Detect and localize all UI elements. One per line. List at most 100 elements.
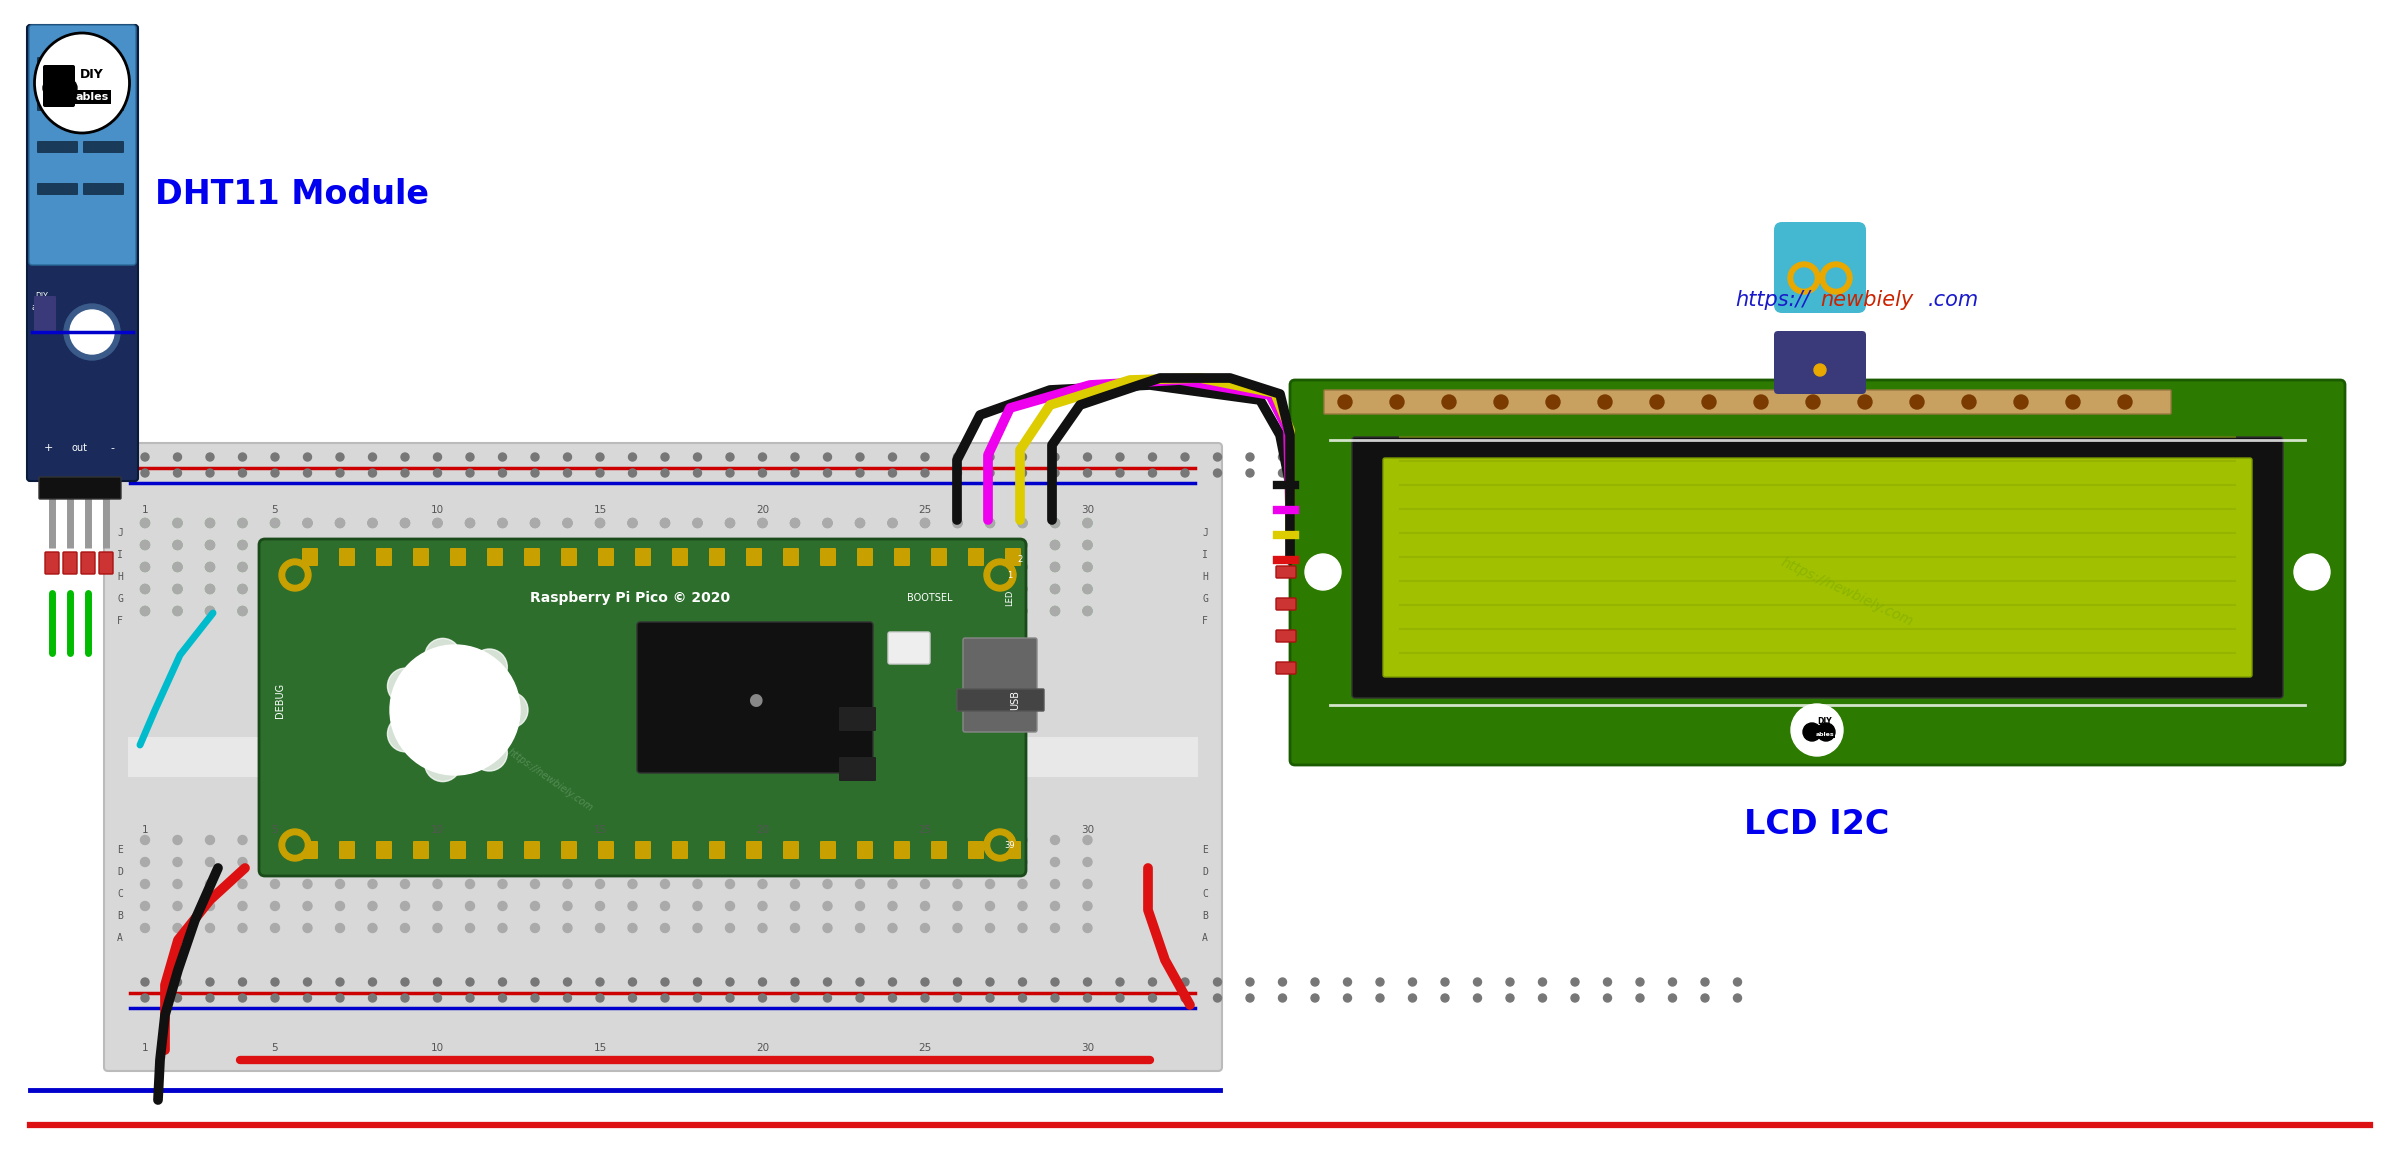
Circle shape [628, 584, 638, 593]
Circle shape [661, 562, 669, 572]
Circle shape [270, 540, 279, 550]
FancyBboxPatch shape [838, 757, 876, 781]
Circle shape [205, 606, 215, 615]
Circle shape [888, 606, 898, 615]
Text: 15: 15 [592, 505, 607, 515]
Text: DIY: DIY [81, 69, 103, 82]
FancyBboxPatch shape [84, 99, 124, 112]
Circle shape [790, 519, 800, 528]
Text: G: G [1201, 595, 1208, 604]
Circle shape [1051, 836, 1060, 844]
Circle shape [1051, 606, 1060, 615]
Circle shape [205, 519, 215, 528]
Circle shape [1789, 262, 1820, 294]
FancyBboxPatch shape [339, 549, 356, 566]
Circle shape [628, 453, 638, 461]
Circle shape [466, 519, 475, 528]
Circle shape [888, 453, 896, 461]
Circle shape [401, 606, 408, 615]
Circle shape [628, 584, 638, 593]
Circle shape [855, 606, 864, 615]
Circle shape [387, 668, 423, 704]
Text: 1: 1 [141, 1043, 148, 1053]
Circle shape [726, 902, 736, 911]
Circle shape [1247, 453, 1254, 461]
Circle shape [564, 606, 573, 615]
FancyBboxPatch shape [857, 841, 874, 859]
Circle shape [693, 519, 702, 528]
Circle shape [1084, 880, 1091, 889]
Circle shape [334, 584, 344, 593]
FancyBboxPatch shape [62, 552, 76, 574]
Circle shape [141, 584, 150, 593]
Circle shape [1473, 978, 1481, 986]
Circle shape [270, 994, 279, 1002]
Circle shape [1538, 453, 1547, 461]
Circle shape [1115, 453, 1125, 461]
Circle shape [986, 584, 993, 593]
Circle shape [661, 902, 669, 911]
Circle shape [986, 469, 993, 477]
Text: D: D [1201, 867, 1208, 877]
Circle shape [790, 562, 800, 572]
Circle shape [1538, 978, 1547, 986]
Text: 2: 2 [1017, 555, 1022, 565]
Circle shape [141, 606, 150, 615]
Circle shape [1571, 453, 1578, 461]
Circle shape [888, 540, 898, 550]
Circle shape [530, 584, 540, 593]
Circle shape [401, 836, 408, 844]
Circle shape [141, 540, 150, 550]
Circle shape [334, 562, 344, 572]
Circle shape [595, 606, 604, 615]
Circle shape [1084, 519, 1091, 528]
Circle shape [855, 858, 864, 866]
Circle shape [205, 836, 215, 844]
Circle shape [401, 584, 408, 593]
Circle shape [628, 858, 638, 866]
Circle shape [790, 606, 800, 615]
FancyBboxPatch shape [36, 141, 79, 153]
Circle shape [1278, 994, 1287, 1002]
Circle shape [368, 540, 377, 550]
Circle shape [420, 674, 442, 696]
Circle shape [693, 562, 702, 572]
Circle shape [824, 606, 831, 615]
Circle shape [888, 858, 898, 866]
Circle shape [499, 994, 506, 1002]
Circle shape [986, 453, 993, 461]
Text: H: H [117, 572, 122, 582]
Circle shape [1017, 562, 1027, 572]
Circle shape [2066, 394, 2080, 409]
Circle shape [757, 584, 767, 593]
Text: 5: 5 [272, 825, 279, 835]
Circle shape [1084, 562, 1091, 572]
Circle shape [401, 540, 408, 550]
Circle shape [919, 902, 929, 911]
Circle shape [1084, 562, 1091, 572]
Circle shape [1149, 978, 1156, 986]
Circle shape [1051, 562, 1060, 572]
Text: 1: 1 [1008, 570, 1013, 580]
FancyBboxPatch shape [523, 841, 540, 859]
Circle shape [432, 584, 442, 593]
Circle shape [790, 519, 800, 528]
Circle shape [564, 562, 573, 572]
Circle shape [1051, 519, 1060, 528]
Circle shape [205, 519, 215, 528]
Circle shape [628, 519, 638, 528]
Circle shape [444, 664, 466, 687]
FancyBboxPatch shape [449, 841, 466, 859]
Circle shape [239, 562, 246, 572]
Circle shape [693, 584, 702, 593]
Circle shape [888, 836, 898, 844]
FancyBboxPatch shape [98, 552, 112, 574]
Circle shape [693, 994, 702, 1002]
Circle shape [919, 519, 929, 528]
Circle shape [1507, 994, 1514, 1002]
Circle shape [270, 923, 279, 933]
Circle shape [499, 902, 506, 911]
Circle shape [1817, 723, 1834, 741]
Circle shape [888, 584, 898, 593]
Circle shape [953, 519, 962, 528]
